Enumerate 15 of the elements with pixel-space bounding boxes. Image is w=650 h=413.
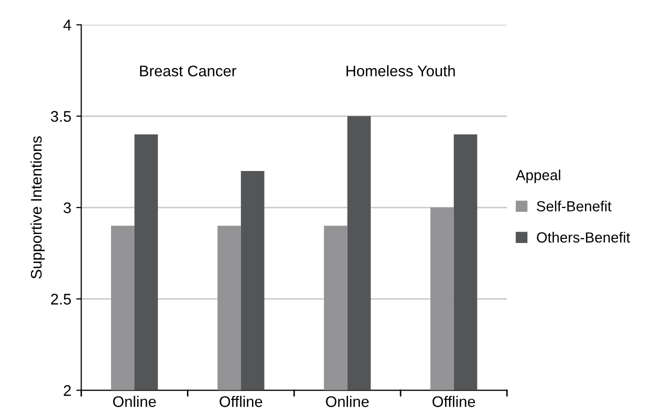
y-axis-title: Supportive Intentions [30,136,45,279]
annotation: Homeless Youth [346,65,455,76]
y-tick-label: 2 [64,385,71,396]
y-tick-label: 4 [63,20,72,30]
y-tick-label: 2.5 [51,294,71,305]
x-tick-label: Online [113,396,156,408]
annotation: Breast Cancer [140,66,236,76]
x-tick-label: Offline [432,396,476,408]
x-tick-label: Online [326,396,369,408]
legend-title: Appeal [516,170,560,184]
y-tick-label: 3 [64,202,71,214]
y-tick-label: 3.5 [50,111,71,122]
legend-label: Others-Benefit [536,232,630,243]
x-tick-label: Offline [220,396,262,408]
legend-label: Self-Benefit [536,200,612,212]
